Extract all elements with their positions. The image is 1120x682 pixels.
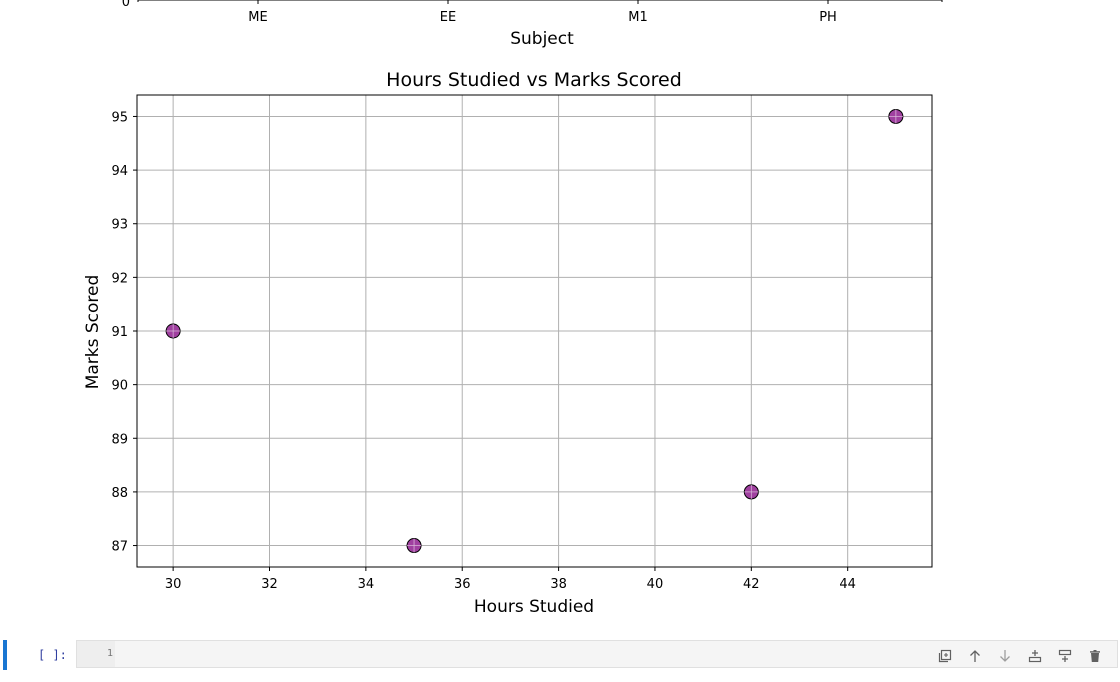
- x-tick-label: 44: [839, 577, 856, 592]
- bar-chart-fragment: 0 ME EE M1 PH Subject: [122, 0, 943, 49]
- insert-below-icon[interactable]: [1053, 645, 1077, 667]
- scatter-point: [165, 323, 181, 339]
- line-gutter: 1: [77, 641, 115, 667]
- y-axis-label: Marks Scored: [83, 275, 103, 390]
- x-tick-label: 32: [261, 577, 278, 592]
- bar-x-tick-label: ME: [248, 10, 267, 25]
- x-tick-label: 34: [358, 577, 375, 592]
- scatter-point: [743, 484, 759, 500]
- bar-y-tick-label: 0: [122, 0, 130, 10]
- scatter-chart: Hours Studied vs Marks Scored 30 32 34 36 38…: [83, 69, 933, 617]
- delete-icon[interactable]: [1083, 645, 1107, 667]
- move-up-icon[interactable]: [963, 645, 987, 667]
- active-cell-indicator: [3, 640, 7, 670]
- bar-x-tick-label: EE: [440, 10, 456, 25]
- x-tick-label: 38: [550, 577, 567, 592]
- y-tick-label: 94: [111, 164, 128, 179]
- cell-toolbar: [933, 645, 1107, 667]
- move-down-icon[interactable]: [993, 645, 1017, 667]
- chart-title: Hours Studied vs Marks Scored: [386, 69, 682, 91]
- y-tick-label: 89: [111, 432, 128, 447]
- line-number: 1: [106, 648, 113, 659]
- x-tick-label: 36: [454, 577, 471, 592]
- cell-prompt: [ ]:: [38, 648, 67, 662]
- x-tick-label: 42: [743, 577, 760, 592]
- figure-area: 0 ME EE M1 PH Subject Hours Studied vs Mark…: [83, 0, 943, 617]
- x-axis-label: Hours Studied: [474, 597, 594, 617]
- insert-above-icon[interactable]: [1023, 645, 1047, 667]
- y-tick-label: 92: [111, 271, 128, 286]
- x-tick-label: 40: [647, 577, 664, 592]
- scatter-point: [888, 108, 904, 124]
- scatter-point: [406, 538, 422, 554]
- y-tick-label: 91: [111, 325, 128, 340]
- duplicate-icon[interactable]: [933, 645, 957, 667]
- y-tick-label: 88: [111, 486, 128, 501]
- bar-x-tick-label: M1: [628, 10, 648, 25]
- code-editor[interactable]: 1: [76, 640, 1118, 668]
- bar-x-tick-label: PH: [819, 10, 837, 25]
- y-tick-label: 90: [111, 379, 128, 394]
- bar-x-axis-label: Subject: [510, 29, 574, 49]
- y-tick-label: 95: [111, 110, 128, 125]
- y-tick-label: 93: [111, 218, 128, 233]
- x-tick-label: 30: [165, 577, 182, 592]
- y-tick-label: 87: [111, 540, 128, 555]
- notebook-cell[interactable]: [ ]: 1: [0, 640, 1120, 670]
